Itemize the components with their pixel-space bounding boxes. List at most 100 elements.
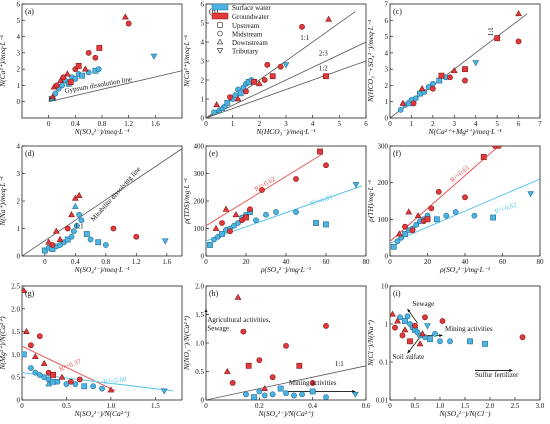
data-point — [45, 380, 53, 387]
ratio-line — [48, 70, 182, 103]
data-point — [462, 194, 468, 201]
data-point — [269, 374, 276, 381]
data-point — [399, 332, 406, 339]
x-axis-label: N(SO₄²⁻)/meq·L⁻¹ — [74, 127, 131, 136]
data-point — [245, 362, 252, 369]
data-point — [31, 353, 39, 360]
data-point — [410, 100, 417, 107]
data-point — [222, 205, 230, 212]
annotation-label: Sewage — [413, 300, 435, 308]
y-tick-label: 4 — [201, 39, 205, 47]
ratio-line — [22, 148, 182, 256]
data-point — [234, 293, 242, 300]
data-point — [323, 322, 329, 329]
data-point — [325, 15, 333, 22]
legend-label: Tributary — [232, 48, 259, 56]
data-point — [409, 227, 416, 234]
x-tick-label: 3 — [453, 120, 457, 128]
y-tick-label: 5 — [201, 20, 205, 28]
data-point — [64, 236, 71, 243]
x-tick-label: 0.4 — [71, 120, 80, 128]
fit-line — [22, 345, 116, 392]
y-tick-label: 3 — [17, 170, 21, 178]
y-tick-label: 0.5 — [195, 368, 204, 376]
data-point — [212, 224, 220, 231]
plot-frame — [389, 3, 541, 119]
plot-frame — [21, 285, 183, 401]
y-tick-label: 1 — [17, 82, 21, 90]
arrow-head — [407, 308, 411, 313]
x-tick-label: 1.5 — [151, 402, 160, 410]
x-tick-label: 5 — [495, 120, 499, 128]
data-point — [227, 94, 233, 100]
annotation-label: Agricultural activities, — [207, 316, 270, 324]
data-point — [213, 101, 221, 108]
y-tick-label: 400 — [194, 143, 205, 151]
x-tick-label: 2 — [431, 120, 435, 128]
data-point — [418, 85, 426, 92]
reference-lines — [22, 345, 174, 392]
x-tick-label: 2.5 — [511, 402, 520, 410]
x-tick-label: 0.5 — [62, 402, 71, 410]
data-point — [85, 49, 92, 56]
x-tick-label: 20 — [424, 258, 432, 266]
x-axis-label: N(Ca²⁺+Mg²⁺)/meq·L⁻¹ — [427, 127, 502, 136]
x-tick-label: 0.6 — [362, 402, 371, 410]
y-tick-label: 10 — [381, 283, 389, 291]
data-point — [435, 188, 442, 195]
data-point — [231, 222, 237, 229]
x-tick-label: 1.5 — [461, 402, 470, 410]
y-tick-label: 300 — [378, 143, 389, 151]
data-point — [27, 365, 34, 371]
data-point — [160, 388, 168, 395]
x-tick-label: 1 — [231, 120, 235, 128]
ratio-line — [206, 365, 366, 400]
x-axis-label: N(SO₄²⁻)/N(Cl⁻) — [438, 409, 491, 418]
y-tick-label: 0.1 — [379, 359, 388, 367]
data-point — [263, 211, 269, 218]
data-point — [412, 95, 419, 102]
data-points — [22, 286, 168, 395]
annotation-label: 2:3 — [319, 49, 328, 57]
data-point — [81, 383, 88, 390]
x-tick-label: 0 — [43, 258, 47, 266]
data-point — [428, 205, 435, 212]
panel-c: 0 1 2 3 4 5 6 7 0 1 2 3 4 5 6 7 N(Ca²⁺+Mg²⁺)/meq·L⁻¹ N(HC… — [366, 1, 542, 137]
data-point — [462, 66, 468, 73]
data-point — [404, 313, 411, 320]
data-point — [394, 317, 401, 324]
data-point — [416, 340, 424, 347]
data-point — [419, 330, 426, 337]
panel-h: 0 0.2 0.4 0.6 0 0.5 1.0 1.5 2.0 N(SO₄²⁻)/N(Ca²⁺) N… — [182, 283, 371, 419]
annotation-label: 1:1 — [75, 223, 84, 231]
data-point — [494, 35, 501, 42]
y-tick-label: 0 — [385, 115, 389, 123]
data-point — [296, 362, 303, 369]
data-point — [67, 79, 74, 86]
y-axis-label: ρ(TDS)/mg·L⁻¹ — [182, 178, 191, 225]
y-tick-label: 0.01 — [376, 397, 389, 405]
legend-marker-invtriangle — [216, 48, 224, 54]
panel-a: 0 0.4 0.8 1.2 1.6 0 1 2 3 4 5 6 N(SO₄²⁻)/meq·L⁻¹ N(Ca… — [0, 1, 183, 136]
data-point — [413, 221, 420, 228]
plot-frame — [205, 145, 367, 257]
y-tick-label: 0 — [17, 98, 21, 106]
data-point — [414, 212, 422, 219]
data-point — [313, 220, 319, 226]
legend-swatch-gw — [211, 12, 229, 20]
x-tick-label: 0.5 — [411, 402, 420, 410]
data-point — [70, 228, 77, 235]
y-tick-label: 0 — [385, 253, 389, 261]
data-point — [261, 77, 268, 83]
panel-g: 0 0.5 1.0 1.5 0 0.5 1.0 1.5 2.0 2.5 N(SO₄²⁻)/N(Ca²… — [0, 283, 183, 418]
data-point — [394, 238, 401, 245]
legend-label: Groundwater — [232, 13, 270, 21]
x-tick-label: 6 — [364, 120, 368, 128]
plot-frame — [389, 145, 541, 257]
data-point — [71, 202, 79, 209]
x-tick-label: 1.6 — [162, 258, 171, 266]
x-tick-label: 2.0 — [486, 402, 495, 410]
y-tick-label: 200 — [194, 198, 205, 206]
x-tick-label: 0.4 — [308, 402, 317, 410]
data-point — [50, 372, 57, 378]
